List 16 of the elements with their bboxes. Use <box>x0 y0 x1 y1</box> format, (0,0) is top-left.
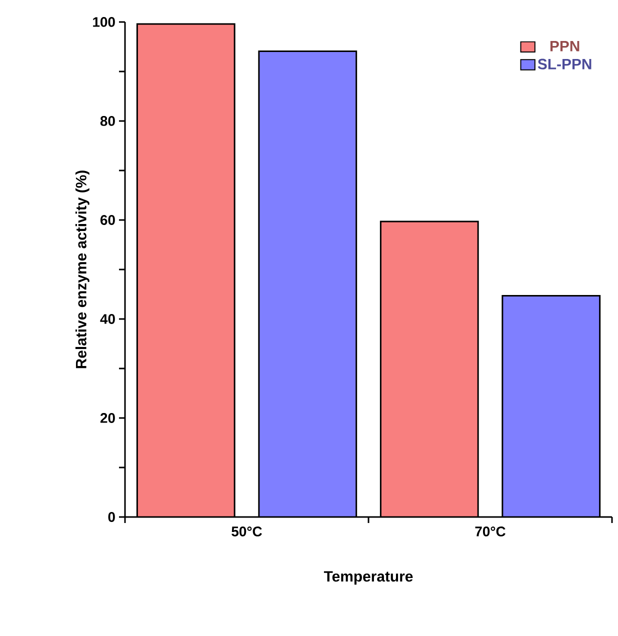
x-axis-title: Temperature <box>324 571 413 585</box>
bar <box>258 51 356 517</box>
bar <box>502 294 601 517</box>
bar <box>380 220 479 517</box>
y-axis-title: Relative enzyme activity (%) <box>75 170 90 368</box>
legend-label: SL-PPN <box>538 58 592 70</box>
y-tick-label: 60 <box>100 215 115 225</box>
x-tick-label: 50°C <box>232 526 262 536</box>
y-tick-label: 40 <box>100 314 115 324</box>
y-tick-label: 100 <box>93 17 115 27</box>
x-tick-label: 70°C <box>475 526 506 536</box>
y-tick-label: 20 <box>100 413 115 423</box>
bar <box>137 24 235 517</box>
legend-label: PPN <box>550 41 580 52</box>
y-tick-label: 0 <box>108 512 115 522</box>
y-tick-label: 80 <box>100 116 115 126</box>
